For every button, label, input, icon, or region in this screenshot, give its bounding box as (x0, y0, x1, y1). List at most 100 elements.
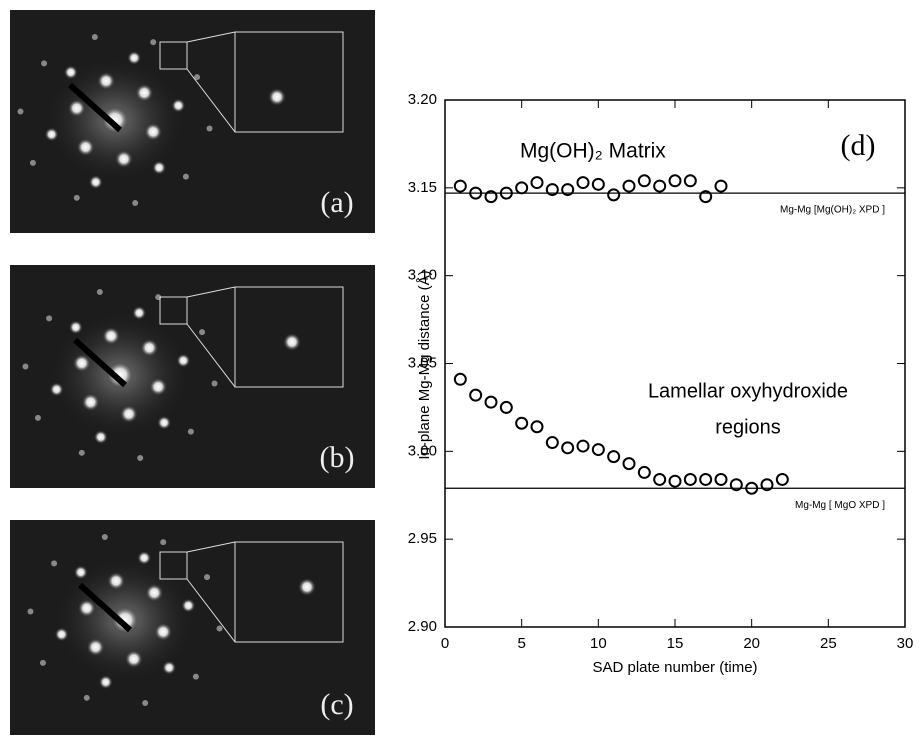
spot (216, 625, 223, 632)
beam-stop (72, 337, 128, 388)
marker (499, 186, 513, 200)
annotation: Mg(OH)₂ Matrix (520, 140, 666, 163)
marker (607, 188, 621, 202)
center-spot (106, 361, 134, 389)
y-tick-label: 3.05 (408, 354, 437, 371)
spot (29, 159, 36, 166)
inset-spot (298, 578, 316, 596)
marker (607, 450, 621, 464)
inset (234, 31, 344, 133)
marker (683, 174, 697, 188)
spot (76, 138, 95, 157)
marker (637, 174, 651, 188)
spot (91, 33, 98, 40)
spot (181, 598, 196, 613)
x-tick-label: 10 (590, 635, 607, 652)
annotation: Lamellar oxyhydroxide (648, 380, 848, 402)
inset (234, 541, 344, 643)
spot (44, 127, 59, 142)
marker (515, 416, 529, 430)
spot (98, 675, 113, 690)
panel-label: (b) (320, 441, 355, 474)
spot (46, 315, 53, 322)
inset-connector (186, 578, 236, 643)
x-tick-label: 0 (441, 635, 449, 652)
y-tick-label: 3.15 (408, 179, 437, 196)
spot (176, 353, 191, 368)
spot (206, 125, 213, 132)
spot (54, 627, 69, 642)
annotation: regions (715, 416, 781, 438)
spot (83, 694, 90, 701)
marker (469, 186, 483, 200)
center-spot (101, 106, 129, 134)
marker (622, 179, 636, 193)
beam-stop (77, 582, 133, 633)
marker (561, 183, 575, 197)
marker (699, 190, 713, 204)
spot (78, 449, 85, 456)
marker (653, 179, 667, 193)
spot (107, 571, 126, 590)
spot (63, 65, 78, 80)
spot (72, 354, 91, 373)
y-tick-label: 3.00 (408, 442, 437, 459)
spot (34, 414, 41, 421)
inset-connector (186, 31, 236, 43)
plot-frame (444, 99, 906, 628)
spot (114, 150, 133, 169)
inset-spot (283, 333, 301, 351)
inset-connector (186, 323, 236, 388)
spot (154, 622, 173, 641)
panel-label: (a) (320, 186, 353, 219)
marker (469, 388, 483, 402)
inset-marker (159, 551, 188, 580)
marker (591, 443, 605, 457)
reference-label: Mg-Mg [ MgO XPD ] (795, 500, 885, 511)
marker (530, 420, 544, 434)
spot (73, 565, 88, 580)
reference-label: Mg-Mg [Mg(OH)₂ XPD ] (780, 205, 885, 216)
spot (73, 194, 80, 201)
spot (182, 173, 189, 180)
marker (622, 457, 636, 471)
x-tick-label: 5 (517, 635, 525, 652)
spot (152, 160, 167, 175)
spot (150, 39, 157, 46)
spot (97, 71, 116, 90)
y-tick-label: 2.95 (408, 530, 437, 547)
marker (745, 481, 759, 495)
spot (17, 108, 24, 115)
spot (171, 98, 186, 113)
x-tick-label: 30 (897, 635, 914, 652)
spot (142, 700, 149, 707)
marker (637, 465, 651, 479)
spot (162, 660, 177, 675)
marker (714, 179, 728, 193)
marker (576, 176, 590, 190)
marker (545, 436, 559, 450)
spot (140, 338, 159, 357)
spot (102, 326, 121, 345)
spot (194, 74, 201, 81)
marker (530, 176, 544, 190)
inset-connector (186, 286, 236, 298)
inset-connector (186, 68, 236, 133)
inset-marker (159, 41, 188, 70)
marker (729, 478, 743, 492)
spot (204, 574, 211, 581)
spot (119, 405, 138, 424)
spot (41, 60, 48, 67)
marker (515, 181, 529, 195)
x-tick-label: 15 (667, 635, 684, 652)
spot (88, 175, 103, 190)
spot (187, 428, 194, 435)
spot (22, 363, 29, 370)
marker (499, 400, 513, 414)
diffraction-panels: (a) (b) (c) (10, 10, 375, 735)
spot (132, 305, 147, 320)
marker (683, 472, 697, 486)
spot (149, 377, 168, 396)
spot (192, 673, 199, 680)
marker (484, 190, 498, 204)
